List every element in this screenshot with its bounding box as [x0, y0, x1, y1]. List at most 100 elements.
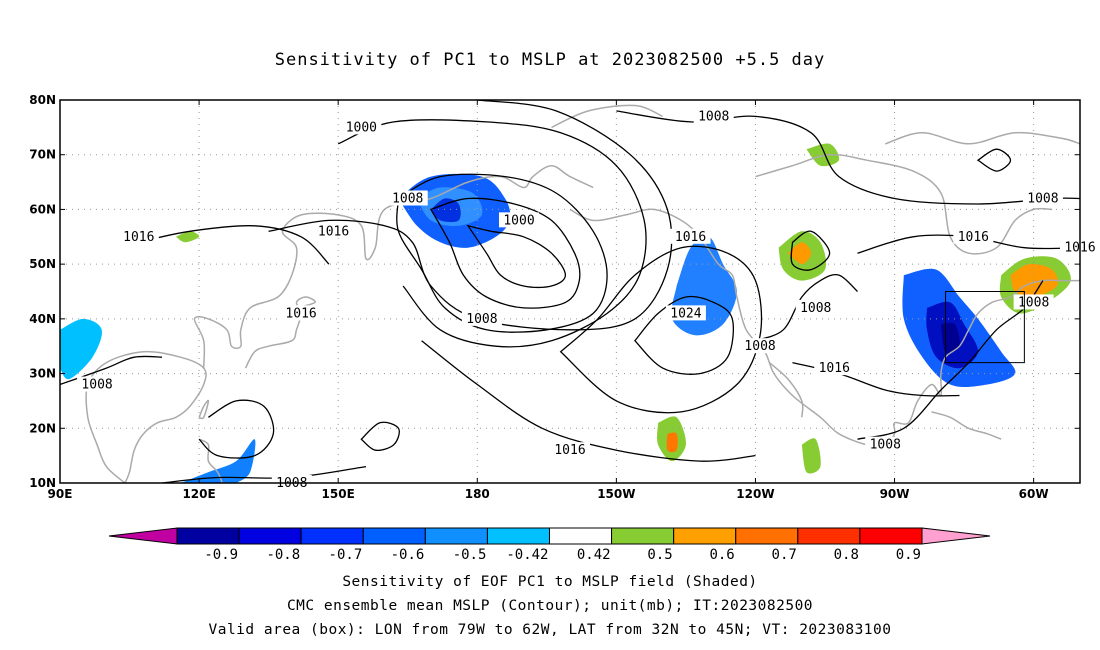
valid-area-box — [945, 291, 1025, 364]
contour-label-bg — [550, 442, 590, 458]
colorbar-label: 0.9 — [896, 547, 921, 563]
colorbar-label: -0.9 — [204, 547, 238, 563]
contour-labels: 1000 1008 1000 1016 1016 1016 1008 1008 1008 1016… — [77, 108, 1100, 491]
lon-tick-label: 120E — [182, 487, 215, 501]
contour-label: 1016 — [554, 443, 585, 458]
lat-tick-label: 60N — [29, 202, 56, 216]
colorbar-label: 0.8 — [834, 547, 859, 563]
isobar — [559, 245, 763, 414]
colorbar-swatch — [797, 527, 861, 545]
colorbar-label: -0.7 — [329, 547, 363, 563]
colorbar-high-triangle — [921, 527, 991, 545]
coastline — [193, 164, 594, 369]
sensitivity-region — [60, 318, 102, 380]
footer-line-2: CMC ensemble mean MSLP (Contour); unit(m… — [286, 598, 814, 614]
coastline — [244, 296, 316, 369]
lat-tick-label: 50N — [29, 257, 56, 271]
sensitivity-region — [430, 198, 461, 223]
contour-label-bg — [461, 310, 502, 326]
colorbar-swatch — [362, 527, 426, 545]
isobar — [421, 340, 756, 462]
footer-line-1: Sensitivity of EOF PC1 to MSLP field (Sh… — [342, 574, 758, 590]
colorbar-label: 0.5 — [647, 547, 672, 563]
contour-label: 1008 — [1027, 191, 1058, 206]
lon-tick-label: 150E — [322, 487, 355, 501]
contour-label-bg — [740, 338, 781, 354]
chart-title: Sensitivity of PC1 to MSLP at 2023082500… — [274, 50, 826, 70]
sensitivity-region — [1010, 263, 1059, 298]
contour-label-bg — [670, 228, 711, 244]
sensitivity-region — [175, 231, 200, 243]
colorbar-label: 0.42 — [577, 547, 611, 563]
colorbar-label: -0.42 — [506, 547, 548, 563]
lon-tick-label: 180 — [465, 487, 490, 501]
footer-line-3: Valid area (box): LON from 79W to 62W, L… — [208, 622, 892, 638]
contour-label-bg — [693, 108, 734, 124]
contour-label: 1008 — [744, 339, 775, 354]
colorbar-swatch — [176, 527, 240, 545]
contour-label-bg — [281, 305, 322, 321]
contour-label: 1000 — [346, 120, 377, 135]
contour-label: 1008 — [870, 438, 901, 453]
contour-label-bg — [1013, 294, 1054, 310]
isobar — [138, 225, 330, 265]
lon-tick-label: 120W — [736, 487, 774, 501]
contour-label: 1008 — [466, 312, 497, 327]
colorbar-swatch — [673, 527, 737, 545]
isobar — [755, 274, 858, 342]
lat-tick-label: 20N — [29, 421, 56, 435]
lat-tick-label: 70N — [29, 148, 56, 162]
coastline — [198, 438, 223, 483]
sensitivity-shading — [60, 143, 1071, 483]
lon-tick-label: 60W — [1019, 487, 1049, 501]
coastline — [768, 362, 804, 418]
contour-label-bg — [795, 299, 836, 315]
coastline — [885, 131, 1080, 145]
isobar — [976, 148, 1012, 172]
colorbar-swatch — [611, 527, 675, 545]
isobar — [268, 100, 673, 331]
isobar — [790, 230, 831, 271]
colorbar-swatch — [300, 527, 364, 545]
contour-label-bg — [665, 305, 706, 321]
lat-tick-label: 40N — [29, 312, 56, 326]
isobar — [616, 110, 1080, 205]
contour-label-bg — [118, 228, 159, 244]
contour-label-bg — [341, 119, 382, 135]
lon-tick-label: 90W — [880, 487, 910, 501]
colorbar-swatch — [735, 527, 799, 545]
contour-label: 1016 — [285, 306, 316, 321]
contour-label-bg — [387, 190, 428, 206]
coastline — [551, 104, 664, 129]
sensitivity-region — [666, 432, 678, 453]
sensitivity-region — [801, 438, 821, 474]
coastline — [931, 411, 1002, 440]
coastline — [85, 350, 207, 483]
contour-label: 1008 — [1018, 295, 1049, 310]
isobar — [161, 465, 367, 483]
coastline — [755, 153, 1053, 255]
isobar — [198, 399, 275, 459]
contour-label: 1016 — [123, 230, 154, 245]
colorbar-label: 0.6 — [709, 547, 734, 563]
colorbar-label: -0.6 — [391, 547, 425, 563]
sensitivity-region — [787, 242, 812, 265]
lat-tick-label: 80N — [29, 93, 56, 107]
colorbar-swatch — [549, 527, 613, 545]
colorbar-swatch — [486, 527, 550, 545]
isobar — [360, 421, 400, 452]
colorbar-label: -0.8 — [266, 547, 300, 563]
contour-label-bg — [77, 376, 118, 392]
colorbar-swatch — [424, 527, 488, 545]
contour-label: 1016 — [675, 230, 706, 245]
colorbar-low-triangle — [108, 527, 178, 545]
lat-tick-label: 30N — [29, 367, 56, 381]
contour-label: 1016 — [318, 224, 349, 239]
lon-tick-label: 90E — [48, 487, 73, 501]
plot-frame — [59, 99, 1081, 484]
colorbar-swatch — [859, 527, 923, 545]
contour-label-bg — [865, 436, 906, 452]
contour-label: 1008 — [800, 301, 831, 316]
contour-label: 1008 — [392, 191, 423, 206]
